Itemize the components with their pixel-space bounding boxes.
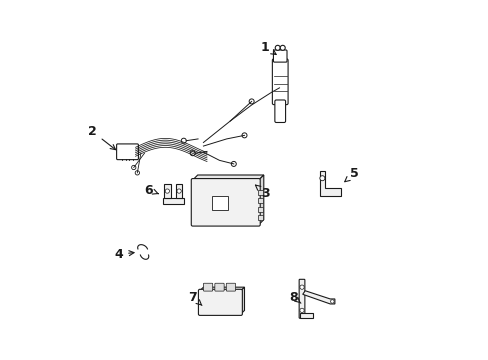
FancyBboxPatch shape: [116, 144, 138, 159]
Bar: [163, 198, 184, 204]
Circle shape: [299, 308, 304, 312]
Text: 8: 8: [289, 291, 300, 304]
Polygon shape: [258, 175, 263, 225]
Bar: [258, 215, 263, 220]
Text: 6: 6: [144, 184, 158, 197]
Bar: [212, 196, 228, 210]
FancyBboxPatch shape: [214, 283, 224, 291]
Polygon shape: [200, 287, 244, 291]
Circle shape: [177, 189, 181, 193]
FancyBboxPatch shape: [273, 50, 286, 62]
Circle shape: [231, 161, 236, 166]
FancyBboxPatch shape: [272, 59, 287, 105]
Circle shape: [299, 285, 304, 289]
Bar: [258, 190, 263, 195]
Text: 2: 2: [88, 125, 115, 150]
Circle shape: [190, 151, 195, 156]
FancyBboxPatch shape: [226, 283, 235, 291]
Circle shape: [319, 176, 324, 181]
Circle shape: [165, 189, 169, 193]
FancyBboxPatch shape: [299, 279, 304, 318]
FancyBboxPatch shape: [198, 289, 242, 315]
Text: 3: 3: [255, 185, 269, 200]
FancyBboxPatch shape: [191, 179, 260, 226]
Circle shape: [280, 45, 285, 50]
Circle shape: [330, 300, 333, 303]
Circle shape: [135, 171, 139, 175]
Polygon shape: [192, 175, 263, 180]
Circle shape: [181, 138, 186, 143]
FancyBboxPatch shape: [274, 100, 285, 122]
Text: 1: 1: [260, 41, 276, 54]
Text: 7: 7: [188, 291, 202, 305]
Bar: [164, 184, 170, 198]
Bar: [176, 184, 182, 198]
Polygon shape: [241, 287, 244, 314]
Bar: [258, 207, 263, 212]
Circle shape: [242, 133, 246, 138]
FancyBboxPatch shape: [203, 283, 212, 291]
Text: 5: 5: [344, 167, 358, 182]
Polygon shape: [299, 313, 313, 318]
Circle shape: [131, 165, 136, 170]
Polygon shape: [319, 171, 340, 196]
Circle shape: [275, 45, 280, 50]
Polygon shape: [302, 291, 334, 304]
Circle shape: [248, 99, 254, 104]
Bar: [258, 198, 263, 203]
Text: 4: 4: [114, 248, 134, 261]
